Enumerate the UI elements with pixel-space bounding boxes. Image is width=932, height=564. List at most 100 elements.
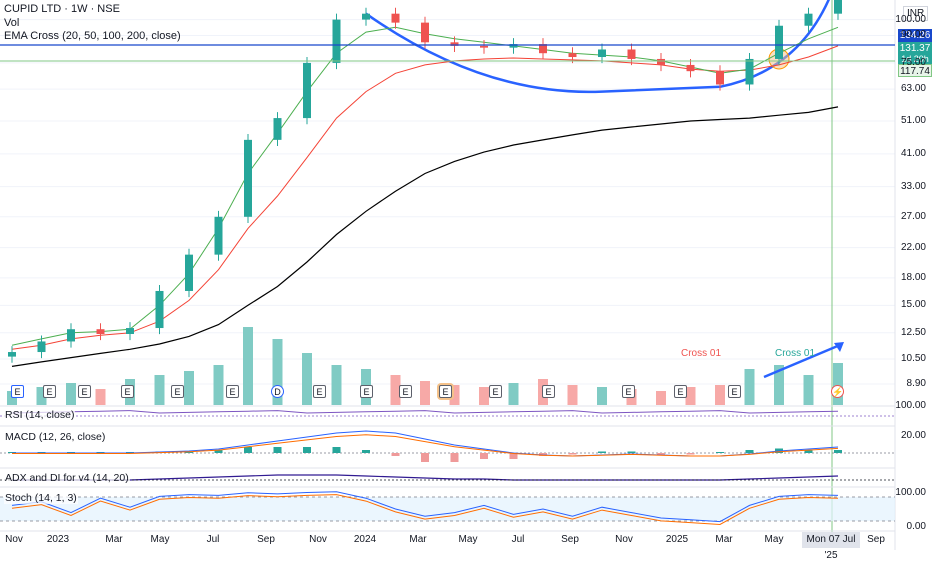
time-axis-label: Jul bbox=[206, 534, 220, 545]
macd-histogram-bar bbox=[745, 450, 754, 453]
event-marker[interactable]: E bbox=[360, 385, 373, 398]
cross-label-green: Cross 01 bbox=[775, 348, 816, 359]
candle-body bbox=[539, 44, 547, 54]
chart-grid bbox=[0, 0, 896, 550]
candle-body bbox=[804, 13, 813, 26]
macd-histogram-bar bbox=[716, 452, 724, 453]
event-marker[interactable]: E bbox=[399, 385, 412, 398]
time-axis-label: 2025 bbox=[665, 534, 689, 545]
cup-annotation bbox=[365, 0, 844, 379]
macd-title[interactable]: MACD (12, 26, close) bbox=[4, 431, 107, 443]
macd-histogram-bar bbox=[214, 450, 223, 453]
event-marker[interactable]: E bbox=[674, 385, 687, 398]
price-levels bbox=[0, 44, 895, 62]
price-axis-label: 75.00 bbox=[900, 56, 926, 68]
stoch-axis-top: 100.00 bbox=[895, 487, 926, 498]
macd-histogram-bar bbox=[598, 451, 606, 453]
volume-bar bbox=[508, 383, 519, 405]
candle-body bbox=[67, 329, 75, 342]
time-axis-label: 2024 bbox=[353, 534, 377, 545]
adx-title[interactable]: ADX and DI for v4 (14, 20) bbox=[4, 472, 130, 484]
price-axis-label: 12.50 bbox=[900, 326, 926, 338]
time-axis-label: May bbox=[150, 534, 170, 545]
candlestick-series bbox=[8, 0, 842, 363]
time-axis-label: Mar bbox=[715, 534, 733, 545]
currency-badge[interactable]: INR bbox=[903, 6, 929, 21]
candle-body bbox=[37, 341, 46, 353]
price-axis-label: 18.00 bbox=[900, 271, 926, 283]
volume-bar bbox=[449, 385, 460, 405]
ema-legend[interactable]: EMA Cross (20, 50, 100, 200, close) bbox=[4, 30, 181, 42]
volume-bar bbox=[36, 387, 47, 405]
candle-body bbox=[332, 19, 341, 63]
event-marker[interactable]: E bbox=[171, 385, 184, 398]
event-marker[interactable]: E bbox=[622, 385, 635, 398]
price-tag-top: 134.26 bbox=[898, 29, 932, 42]
volume-bar bbox=[744, 369, 755, 405]
volume-bar bbox=[66, 383, 76, 405]
volume-bar bbox=[154, 375, 165, 405]
time-axis-label: Nov bbox=[309, 534, 327, 545]
volume-bar bbox=[715, 385, 725, 405]
cross-label-red: Cross 01 bbox=[681, 348, 722, 359]
candle-body bbox=[126, 328, 134, 334]
cup-curve bbox=[365, 0, 830, 94]
price-axis-label: 33.00 bbox=[900, 180, 926, 192]
macd-histogram-bar bbox=[421, 453, 429, 462]
candle-body bbox=[303, 62, 311, 119]
stoch-axis-bottom: 0.00 bbox=[906, 521, 926, 532]
price-axis-label: 8.90 bbox=[906, 377, 926, 389]
time-axis-label: Nov bbox=[5, 534, 23, 545]
candle-body bbox=[214, 216, 223, 255]
trend-arrow-head bbox=[834, 342, 844, 352]
volume-bar bbox=[331, 365, 342, 405]
volume-bar bbox=[213, 365, 224, 405]
event-marker[interactable]: D bbox=[271, 385, 284, 398]
price-tag-countdown: 1d 20h bbox=[898, 53, 932, 66]
event-marker[interactable]: E bbox=[226, 385, 239, 398]
event-marker[interactable]: E bbox=[728, 385, 741, 398]
event-marker[interactable]: E bbox=[489, 385, 502, 398]
event-marker[interactable]: E bbox=[121, 385, 134, 398]
candle-body bbox=[657, 58, 665, 65]
event-marker[interactable]: E bbox=[78, 385, 91, 398]
candle-body bbox=[96, 329, 105, 334]
time-axis-label: Nov bbox=[615, 534, 633, 545]
macd-histogram-bar bbox=[332, 447, 341, 453]
rsi-title[interactable]: RSI (14, close) bbox=[4, 409, 76, 421]
volume-bar bbox=[420, 381, 430, 405]
event-marker[interactable]: E bbox=[542, 385, 555, 398]
event-marker[interactable]: E bbox=[439, 385, 452, 398]
volume-bar bbox=[7, 391, 17, 405]
candle-body bbox=[775, 25, 783, 59]
macd-histogram-bar bbox=[686, 453, 695, 455]
chart-canvas[interactable] bbox=[0, 0, 932, 550]
stoch-title[interactable]: Stoch (14, 1, 3) bbox=[4, 492, 78, 504]
volume-bar bbox=[685, 387, 696, 405]
candle-body bbox=[509, 44, 518, 48]
time-axis-label: Jul bbox=[511, 534, 525, 545]
event-marker[interactable]: E bbox=[313, 385, 326, 398]
volume-bar bbox=[833, 363, 843, 405]
macd-histogram-bar bbox=[450, 453, 459, 462]
event-marker[interactable]: E bbox=[43, 385, 56, 398]
candle-body bbox=[686, 64, 695, 72]
price-axis-label: 10.50 bbox=[900, 353, 926, 365]
macd-histogram-bar bbox=[391, 453, 400, 456]
volume-legend[interactable]: Vol bbox=[4, 17, 20, 29]
flash-event-icon[interactable]: ⚡ bbox=[831, 385, 844, 398]
macd-histogram-bar bbox=[627, 451, 636, 453]
candle-body bbox=[155, 290, 164, 329]
stoch-band bbox=[0, 497, 895, 521]
symbol-title[interactable]: CUPID LTD · 1W · NSE bbox=[4, 3, 120, 15]
candle-body bbox=[244, 139, 252, 217]
price-tag-support: 117.74 bbox=[898, 64, 932, 77]
candle-body bbox=[185, 254, 193, 291]
ema200-line bbox=[11, 106, 839, 367]
rsi-line bbox=[11, 410, 839, 414]
macd-histogram-bar bbox=[273, 447, 282, 453]
rsi-axis-label: 100.00 bbox=[895, 400, 926, 411]
ema50-line bbox=[11, 45, 839, 350]
event-marker[interactable]: E bbox=[11, 385, 24, 398]
volume-bar bbox=[302, 353, 312, 405]
